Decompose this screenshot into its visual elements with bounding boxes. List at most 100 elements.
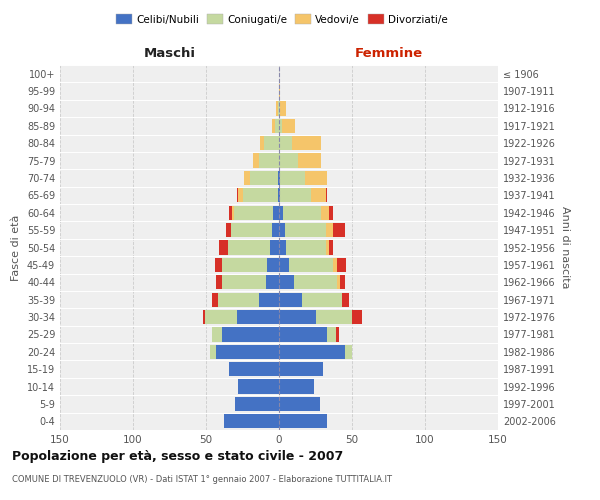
Bar xyxy=(336,328,339,342)
Bar xyxy=(344,344,352,359)
Bar xyxy=(234,206,273,220)
Bar xyxy=(279,118,282,133)
Bar xyxy=(279,258,289,272)
Bar xyxy=(273,206,279,220)
Bar xyxy=(268,258,279,272)
Bar xyxy=(260,136,265,150)
Bar xyxy=(219,240,228,254)
Bar xyxy=(286,240,326,254)
Bar xyxy=(229,362,279,376)
Bar xyxy=(218,292,259,307)
Bar xyxy=(279,380,314,394)
Bar xyxy=(326,223,333,237)
Bar xyxy=(326,240,329,254)
Bar xyxy=(279,136,292,150)
Bar xyxy=(340,275,344,289)
Bar xyxy=(224,414,279,428)
Bar xyxy=(333,258,337,272)
Bar xyxy=(278,102,279,116)
Bar xyxy=(280,188,311,202)
Bar xyxy=(279,171,280,185)
Bar xyxy=(279,223,285,237)
Bar xyxy=(236,310,279,324)
Bar xyxy=(279,154,298,168)
Bar xyxy=(352,310,362,324)
Bar xyxy=(279,102,280,116)
Bar xyxy=(342,292,349,307)
Bar xyxy=(238,380,279,394)
Bar xyxy=(279,292,302,307)
Bar xyxy=(326,188,327,202)
Bar xyxy=(302,292,342,307)
Text: Femmine: Femmine xyxy=(355,47,422,60)
Text: Maschi: Maschi xyxy=(143,47,196,60)
Bar xyxy=(222,258,268,272)
Bar xyxy=(222,328,279,342)
Y-axis label: Fasce di età: Fasce di età xyxy=(11,214,21,280)
Bar xyxy=(275,118,279,133)
Bar xyxy=(235,397,279,411)
Bar xyxy=(205,310,236,324)
Bar xyxy=(279,397,320,411)
Bar xyxy=(337,258,346,272)
Bar xyxy=(279,414,327,428)
Bar xyxy=(289,258,333,272)
Text: COMUNE DI TREVENZUOLO (VR) - Dati ISTAT 1° gennaio 2007 - Elaborazione TUTTITALI: COMUNE DI TREVENZUOLO (VR) - Dati ISTAT … xyxy=(12,475,392,484)
Bar xyxy=(229,206,232,220)
Bar xyxy=(279,275,293,289)
Bar xyxy=(285,223,326,237)
Bar xyxy=(282,118,295,133)
Bar xyxy=(279,206,283,220)
Bar xyxy=(212,292,218,307)
Bar xyxy=(337,275,340,289)
Bar xyxy=(211,344,216,359)
Bar xyxy=(238,188,242,202)
Bar xyxy=(329,206,333,220)
Bar xyxy=(298,154,322,168)
Bar xyxy=(244,171,250,185)
Bar xyxy=(231,223,272,237)
Bar xyxy=(327,328,336,342)
Bar xyxy=(280,102,286,116)
Bar xyxy=(279,328,327,342)
Bar xyxy=(215,258,222,272)
Bar xyxy=(242,188,278,202)
Bar xyxy=(292,136,322,150)
Text: Popolazione per età, sesso e stato civile - 2007: Popolazione per età, sesso e stato civil… xyxy=(12,450,343,463)
Bar xyxy=(305,171,327,185)
Bar xyxy=(279,188,280,202)
Bar xyxy=(276,102,278,116)
Bar xyxy=(250,171,278,185)
Bar xyxy=(259,154,279,168)
Bar xyxy=(232,206,234,220)
Bar xyxy=(266,275,279,289)
Bar xyxy=(280,171,305,185)
Bar xyxy=(279,84,280,98)
Bar xyxy=(222,275,266,289)
Bar xyxy=(311,188,326,202)
Bar xyxy=(316,310,352,324)
Bar xyxy=(279,344,344,359)
Bar xyxy=(278,171,279,185)
Bar xyxy=(228,240,270,254)
Bar xyxy=(283,206,322,220)
Bar xyxy=(253,154,259,168)
Bar xyxy=(293,275,337,289)
Bar xyxy=(216,275,222,289)
Bar xyxy=(279,362,323,376)
Bar xyxy=(279,310,316,324)
Bar xyxy=(259,292,279,307)
Bar xyxy=(272,223,279,237)
Bar xyxy=(329,240,333,254)
Y-axis label: Anni di nascita: Anni di nascita xyxy=(560,206,569,289)
Bar xyxy=(270,240,279,254)
Bar xyxy=(226,223,231,237)
Bar xyxy=(278,188,279,202)
Bar xyxy=(279,240,286,254)
Legend: Celibi/Nubili, Coniugati/e, Vedovi/e, Divorziati/e: Celibi/Nubili, Coniugati/e, Vedovi/e, Di… xyxy=(112,10,452,29)
Bar xyxy=(333,223,344,237)
Bar xyxy=(322,206,329,220)
Bar xyxy=(212,328,222,342)
Bar xyxy=(216,344,279,359)
Bar xyxy=(272,118,275,133)
